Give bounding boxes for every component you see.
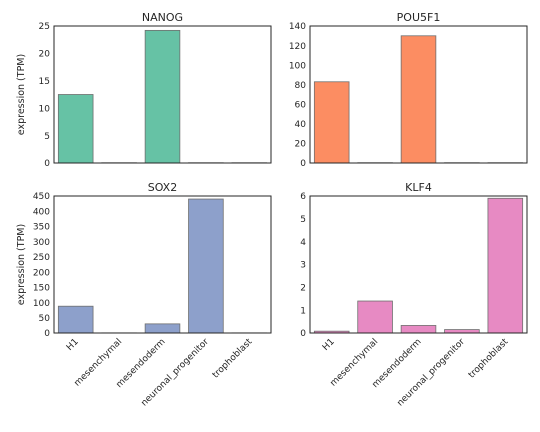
klf4-title: KLF4 <box>405 181 432 194</box>
sox2-axes-frame <box>53 195 272 334</box>
sox2-ytick-label: 200 <box>33 268 50 278</box>
klf4-ytick-label: 3 <box>300 261 306 271</box>
pou5f1-title: POU5F1 <box>397 11 441 24</box>
nanog-bar-H1 <box>57 94 94 164</box>
nanog-ytick-label: 0 <box>44 159 50 169</box>
pou5f1-ytick-label: 20 <box>295 140 307 150</box>
klf4-ytick-label: 0 <box>300 329 306 339</box>
klf4-axes-frame <box>309 195 528 334</box>
sox2-ytick-label: 350 <box>33 223 50 233</box>
pou5f1-axes-frame <box>309 25 528 164</box>
nanog-axes-frame <box>53 25 272 164</box>
sox2-ytick-label: 300 <box>33 238 50 248</box>
pou5f1-bar-mesendoderm <box>400 35 437 164</box>
sox2-ytick-label: 100 <box>33 299 50 309</box>
sox2-ytick-label: 50 <box>39 314 51 324</box>
klf4-bar-mesenchymal <box>357 300 393 334</box>
sox2-ytick-label: 400 <box>33 207 50 217</box>
sox2-ytick-label: 250 <box>33 253 50 263</box>
nanog-title: NANOG <box>142 11 183 24</box>
nanog-ytick-label: 15 <box>39 77 50 87</box>
nanog-panel: NANOG 0 5 10 15 20 25 expression (TPM) <box>16 11 272 169</box>
klf4-ytick-label: 6 <box>300 192 306 202</box>
klf4-ytick-label: 5 <box>300 215 306 225</box>
sox2-title: SOX2 <box>148 181 177 194</box>
pou5f1-bar-H1 <box>313 81 350 164</box>
pou5f1-ytick-label: 0 <box>300 159 306 169</box>
nanog-ytick-label: 25 <box>39 22 50 32</box>
nanog-ytick-label: 20 <box>39 50 51 60</box>
klf4-ytick-label: 1 <box>300 306 306 316</box>
sox2-panel: SOX2 0 50 100 150 200 250 300 350 400 450 expressio… <box>16 181 272 409</box>
sox2-xtick-label: trophoblast <box>211 337 255 381</box>
klf4-ytick-label: 2 <box>300 284 306 294</box>
sox2-bar-neuronal_progenitor <box>188 198 224 334</box>
klf4-panel: KLF40123456H1mesenchymalmesendodermneuro… <box>300 181 528 409</box>
nanog-bar-mesendoderm <box>144 29 181 164</box>
pou5f1-ytick-label: 80 <box>295 81 307 91</box>
nanog-ytick-label: 10 <box>39 104 51 114</box>
sox2-bar-mesendoderm <box>144 323 181 334</box>
nanog-ytick-label: 5 <box>44 132 50 142</box>
pou5f1-ytick-label: 100 <box>289 61 306 71</box>
sox2-ytick-label: 450 <box>33 192 50 202</box>
klf4-xtick-label: trophoblast <box>467 337 511 381</box>
pou5f1-panel: POU5F1 0 20 40 60 80 100 120 140 <box>289 11 528 169</box>
sox2-ylabel: expression (TPM) <box>16 224 27 305</box>
pou5f1-ytick-label: 60 <box>295 100 307 110</box>
sox2-ytick-label: 0 <box>44 329 50 339</box>
sox2-xtick-label: H1 <box>65 337 81 353</box>
sox2-bar-H1 <box>57 305 94 334</box>
klf4-bar-mesendoderm <box>400 325 437 334</box>
sox2-ytick-label: 150 <box>33 284 50 294</box>
pou5f1-ytick-label: 40 <box>295 120 307 130</box>
klf4-xtick-label: H1 <box>321 337 337 353</box>
nanog-ylabel: expression (TPM) <box>16 54 27 135</box>
klf4-ytick-label: 4 <box>300 238 306 248</box>
klf4-bar-trophoblast <box>487 197 524 334</box>
pou5f1-ytick-label: 140 <box>289 22 306 32</box>
klf4-bar-neuronal_progenitor <box>444 329 480 334</box>
pou5f1-ytick-label: 120 <box>289 42 306 52</box>
